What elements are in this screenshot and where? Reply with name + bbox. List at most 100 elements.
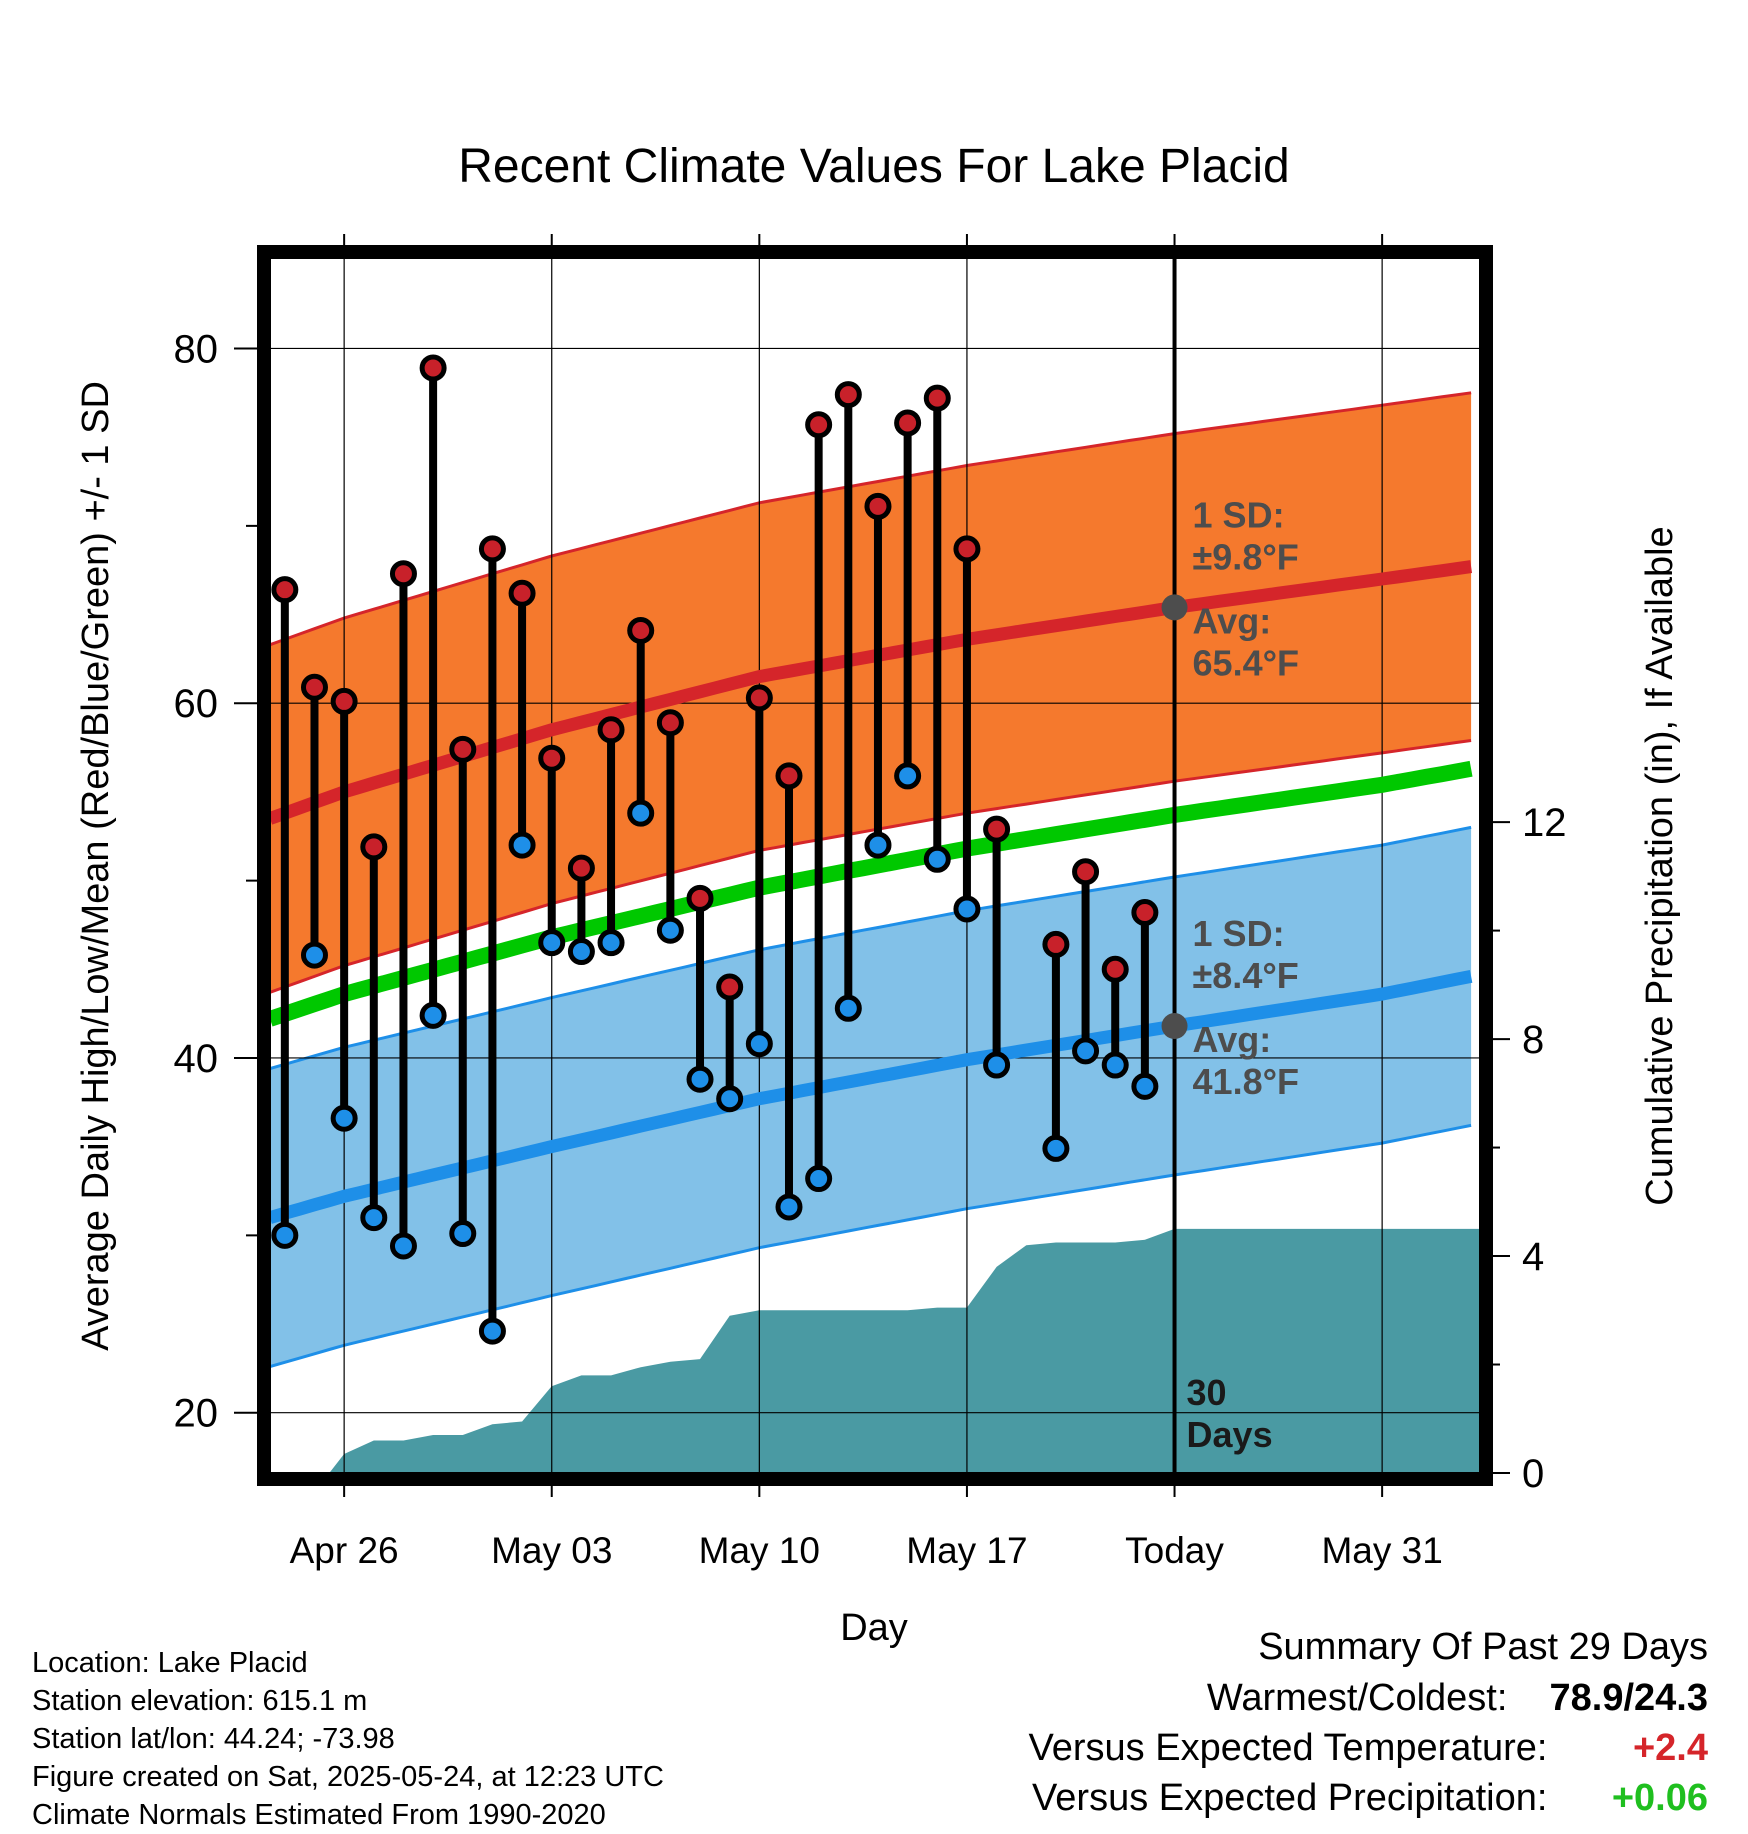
temp-label: Versus Expected Temperature: xyxy=(1028,1727,1548,1769)
precip-label: Versus Expected Precipitation: xyxy=(1032,1777,1548,1819)
x-axis-label: Day xyxy=(840,1607,908,1649)
daily-high-point xyxy=(656,709,684,737)
x-tick-label: May 17 xyxy=(906,1530,1027,1571)
today-count-unit: Days xyxy=(1187,1414,1273,1455)
y-tick-label: 20 xyxy=(174,1392,219,1436)
summary-temp-row: Versus Expected Temperature: +2.4 xyxy=(1029,1727,1708,1770)
daily-high-point xyxy=(1101,955,1129,983)
daily-high-point xyxy=(538,744,566,772)
daily-low-point xyxy=(953,895,981,923)
created-text: Figure created on Sat, 2025-05-24, at 12… xyxy=(32,1761,664,1793)
daily-high-point xyxy=(508,579,536,607)
x-tick-label: May 03 xyxy=(491,1530,612,1571)
elevation-text: Station elevation: 615.1 m xyxy=(32,1685,368,1717)
precipitation-area xyxy=(299,1228,1480,1473)
daily-high-point xyxy=(271,576,299,604)
daily-low-point xyxy=(1101,1051,1129,1079)
daily-low-point xyxy=(656,916,684,944)
x-tick-label: May 10 xyxy=(699,1530,820,1571)
daily-high-point xyxy=(834,381,862,409)
mean-normal-line xyxy=(270,760,1473,1027)
daily-high-point xyxy=(716,973,744,1001)
low-sd-band xyxy=(270,827,1472,1367)
daily-low-point xyxy=(508,831,536,859)
x-tick-label: May 31 xyxy=(1321,1530,1442,1571)
daily-low-point xyxy=(360,1204,388,1232)
daily-low-point xyxy=(567,938,595,966)
y2-axis-label: Cumulative Precipitation (in), If Availa… xyxy=(1639,526,1681,1205)
y2-tick-label: 0 xyxy=(1522,1452,1544,1496)
daily-high-point xyxy=(953,535,981,563)
latlon-text: Station lat/lon: 44.24; -73.98 xyxy=(32,1723,395,1755)
y2-tick-label: 4 xyxy=(1522,1235,1544,1279)
daily-high-point xyxy=(478,535,506,563)
high-avg-label: Avg: xyxy=(1193,600,1272,641)
summary-warmest-row: Warmest/Coldest: 78.9/24.3 xyxy=(1207,1677,1708,1720)
daily-low-point xyxy=(627,799,655,827)
daily-low-point xyxy=(1131,1072,1159,1100)
low-band-lower-edge xyxy=(270,1123,1472,1369)
daily-low-point xyxy=(716,1085,744,1113)
chart-title: Recent Climate Values For Lake Placid xyxy=(458,140,1290,193)
daily-low-point xyxy=(745,1030,773,1058)
low-sd-value: ±8.4°F xyxy=(1193,955,1299,996)
x-tick-label: Today xyxy=(1125,1530,1224,1571)
daily-high-point xyxy=(449,735,477,763)
daily-high-point xyxy=(775,762,803,790)
daily-high-point xyxy=(1131,899,1159,927)
daily-low-point xyxy=(805,1165,833,1193)
daily-high-point xyxy=(864,492,892,520)
daily-low-point xyxy=(686,1065,714,1093)
daily-low-point xyxy=(1072,1037,1100,1065)
low-avg-value: 41.8°F xyxy=(1193,1061,1299,1102)
daily-low-point xyxy=(330,1104,358,1132)
daily-high-point xyxy=(923,384,951,412)
daily-low-point xyxy=(983,1051,1011,1079)
daily-low-point xyxy=(894,762,922,790)
x-tick-label: Apr 26 xyxy=(290,1530,399,1571)
high-band-lower-edge xyxy=(270,739,1472,994)
high-avg-value: 65.4°F xyxy=(1193,642,1299,683)
daily-low-point xyxy=(1042,1134,1070,1162)
daily-high-point xyxy=(627,616,655,644)
daily-high-point xyxy=(597,716,625,744)
summary-precip-row: Versus Expected Precipitation: +0.06 xyxy=(1032,1777,1708,1820)
high-sd-label: 1 SD: xyxy=(1193,494,1285,535)
low-normal-line xyxy=(270,970,1473,1224)
y-tick-label: 60 xyxy=(174,682,219,726)
y2-tick-label: 12 xyxy=(1522,801,1567,845)
daily-high-point xyxy=(1042,930,1070,958)
daily-low-point xyxy=(478,1317,506,1345)
y2-tick-label: 8 xyxy=(1522,1018,1544,1062)
daily-low-point xyxy=(300,941,328,969)
precip-value: +0.06 xyxy=(1611,1777,1708,1819)
warmest-value: 78.9/24.3 xyxy=(1549,1677,1708,1719)
warmest-label: Warmest/Coldest: xyxy=(1206,1677,1508,1719)
daily-high-point xyxy=(360,833,388,861)
low-sd-label: 1 SD: xyxy=(1193,913,1285,954)
daily-low-point xyxy=(389,1232,417,1260)
low-avg-today-marker xyxy=(1161,1013,1188,1040)
daily-high-point xyxy=(300,673,328,701)
high-band-upper-edge xyxy=(270,391,1472,647)
location-text: Location: Lake Placid xyxy=(32,1647,308,1679)
high-avg-today-marker xyxy=(1161,594,1188,621)
high-sd-value: ±9.8°F xyxy=(1193,536,1299,577)
daily-low-point xyxy=(597,929,625,957)
daily-high-point xyxy=(389,560,417,588)
daily-high-point xyxy=(567,854,595,882)
daily-low-point xyxy=(449,1220,477,1248)
daily-high-point xyxy=(894,409,922,437)
daily-low-point xyxy=(864,831,892,859)
daily-high-point xyxy=(983,815,1011,843)
y-axis-label: Average Daily High/Low/Mean (Red/Blue/Gr… xyxy=(75,381,117,1351)
y-tick-label: 40 xyxy=(174,1037,219,1081)
today-count-label: 30 xyxy=(1187,1372,1227,1413)
daily-high-point xyxy=(745,684,773,712)
normals-text: Climate Normals Estimated From 1990-2020 xyxy=(32,1799,606,1831)
daily-low-point xyxy=(538,929,566,957)
daily-low-point xyxy=(271,1221,299,1249)
